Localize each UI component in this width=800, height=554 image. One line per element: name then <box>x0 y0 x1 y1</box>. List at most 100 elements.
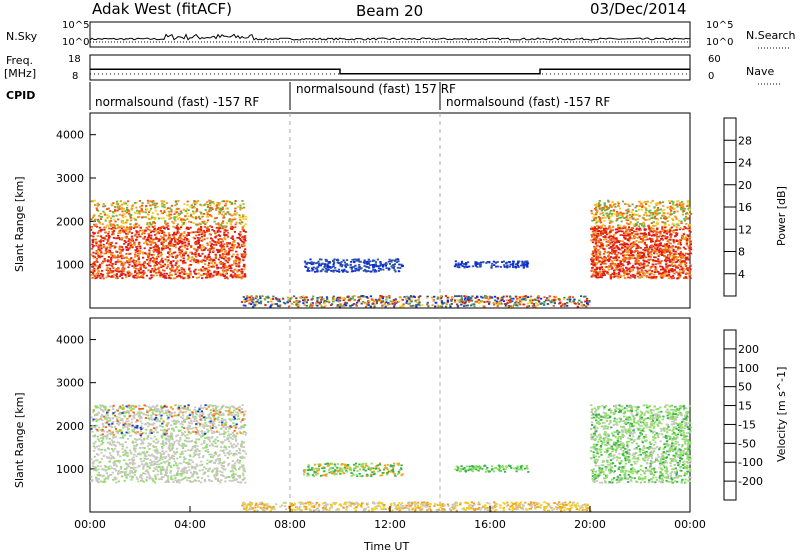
echo-cell <box>166 265 169 268</box>
echo-cell <box>645 235 648 237</box>
echo-cell <box>354 267 357 270</box>
echo-cell <box>133 234 136 237</box>
echo-cell <box>333 261 336 264</box>
echo-cell <box>461 265 464 267</box>
echo-cell <box>157 271 160 274</box>
echo-cell <box>667 254 670 257</box>
echo-cell <box>681 213 684 216</box>
echo-cell <box>373 269 377 271</box>
echo-cell <box>384 262 388 264</box>
echo-cell <box>638 253 641 256</box>
echo-cell <box>670 210 673 212</box>
echo-cell <box>227 253 230 255</box>
echo-cell <box>684 252 687 255</box>
echo-cell <box>638 264 641 267</box>
echo-cell <box>214 262 217 265</box>
echo-cell <box>461 301 464 304</box>
echo-cell <box>162 276 165 278</box>
echo-cell <box>314 270 317 273</box>
echo-cell <box>293 295 296 298</box>
echo-cell <box>192 212 195 215</box>
echo-cell <box>321 298 324 301</box>
echo-cell <box>622 225 625 228</box>
echo-cell <box>325 259 328 262</box>
echo-cell <box>654 268 657 271</box>
echo-cell <box>149 257 152 260</box>
echo-cell <box>157 268 160 270</box>
echo-cell <box>224 228 227 231</box>
echo-cell <box>609 277 612 280</box>
echo-cell <box>636 243 639 246</box>
echo-cell <box>136 275 139 278</box>
echo-cell <box>642 221 645 224</box>
echo-cell <box>123 240 126 242</box>
echo-cell <box>116 254 120 257</box>
echo-cell <box>355 304 358 307</box>
echo-cell <box>93 267 96 270</box>
echo-cell <box>640 269 643 272</box>
echo-cell <box>596 276 599 279</box>
echo-cell <box>211 228 214 231</box>
echo-cell <box>160 259 163 262</box>
echo-cell <box>141 202 144 204</box>
echo-cell <box>689 243 692 246</box>
echo-cell <box>534 298 537 301</box>
echo-cell <box>118 208 121 211</box>
echo-cell <box>605 240 608 243</box>
echo-cell <box>293 301 296 303</box>
echo-cell <box>441 303 444 305</box>
echo-cell <box>681 234 684 237</box>
echo-cell <box>657 255 660 257</box>
echo-cell <box>648 273 651 276</box>
echo-cell <box>674 246 677 248</box>
echo-cell <box>203 220 206 223</box>
echo-cell <box>634 219 637 221</box>
echo-cell <box>183 471 186 474</box>
echo-cell <box>675 252 678 255</box>
echo-cell <box>125 226 128 229</box>
echo-cell <box>150 237 153 239</box>
echo-cell <box>169 271 172 274</box>
echo-cell <box>629 247 632 250</box>
echo-cell <box>128 253 131 255</box>
echo-cell <box>200 247 203 250</box>
echo-cell <box>466 304 469 307</box>
echo-cell <box>272 298 275 300</box>
echo-cell <box>222 263 225 266</box>
echo-cell <box>243 264 246 266</box>
echo-cell <box>369 305 372 308</box>
echo-cell <box>330 270 333 272</box>
echo-cell <box>595 213 598 216</box>
echo-cell <box>617 263 620 265</box>
echo-cell <box>159 210 163 212</box>
echo-cell <box>110 228 113 230</box>
echo-cell <box>586 302 589 304</box>
echo-cell <box>618 273 621 276</box>
echo-cell <box>612 273 615 275</box>
echo-cell <box>153 267 157 270</box>
y-tick-label: 4000 <box>56 129 84 142</box>
echo-cell <box>496 305 499 308</box>
echo-cell <box>136 212 139 215</box>
echo-cell <box>615 245 618 247</box>
echo-cell <box>335 299 338 302</box>
echo-cell <box>370 270 373 273</box>
echo-cell <box>391 259 394 262</box>
echo-cell <box>580 301 583 304</box>
echo-cell <box>118 270 121 273</box>
echo-cell <box>146 258 149 261</box>
echo-cell <box>587 303 590 306</box>
echo-cell <box>491 262 494 265</box>
echo-cell <box>250 295 253 297</box>
echo-cell <box>642 201 645 204</box>
echo-cell <box>657 249 661 252</box>
echo-cell <box>668 200 671 202</box>
echo-cell <box>613 263 616 266</box>
echo-cell <box>615 249 618 252</box>
echo-cell <box>608 232 611 235</box>
echo-cell <box>161 232 164 234</box>
echo-cell <box>689 252 693 255</box>
echo-cell <box>241 228 244 231</box>
echo-cell <box>353 295 356 297</box>
echo-cell <box>92 264 95 267</box>
